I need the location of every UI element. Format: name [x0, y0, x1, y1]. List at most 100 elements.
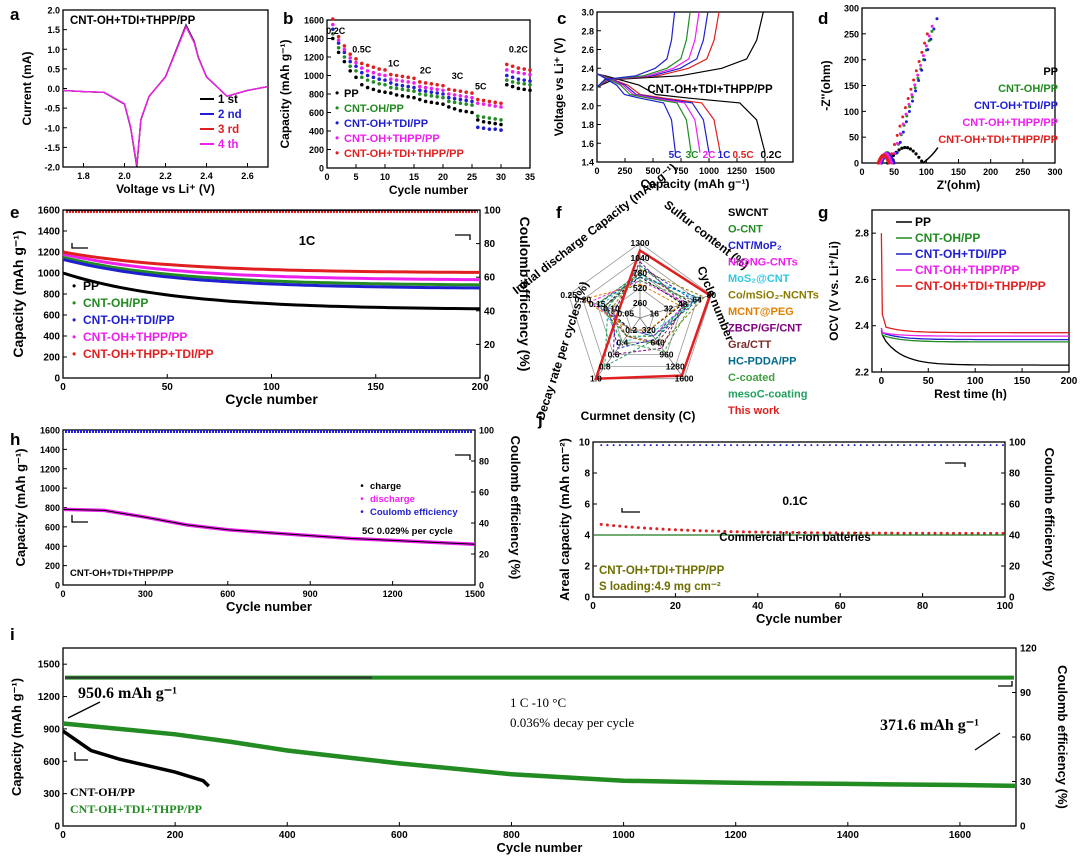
data-point: [371, 87, 376, 92]
legend-entry: CNT-OH+TDI+THPP/PP: [938, 134, 1058, 146]
data-point: [803, 531, 807, 535]
plot-frame: [592, 441, 1006, 598]
data-point: [510, 84, 515, 89]
data-point: [365, 69, 370, 73]
data-point: [331, 27, 335, 32]
data-point: [412, 76, 416, 81]
x-tick-label: 0: [590, 601, 596, 612]
data-point: [383, 82, 387, 87]
y-tick-label: 1000: [38, 269, 61, 280]
nyquist-point: [892, 151, 896, 155]
data-point: [365, 73, 370, 78]
nyquist-point: [914, 69, 918, 73]
annotation-arrow: [974, 732, 1001, 751]
data-point: [377, 67, 382, 71]
radar-tick-label: 1300: [631, 238, 650, 248]
data-point: [331, 36, 335, 41]
data-point: [389, 72, 393, 77]
nyquist-point: [890, 152, 894, 156]
radar-spoke: [639, 317, 685, 379]
data-point: [441, 102, 445, 106]
legend-entry: SWCNT: [728, 207, 769, 219]
legend-entry: CNT-OH+THPP/PP: [962, 117, 1058, 129]
data-point: [394, 82, 399, 87]
data-point: [939, 531, 943, 535]
x-tick-label: 200: [472, 382, 489, 393]
data-point: [400, 74, 405, 79]
x-tick-label: 30: [496, 172, 506, 182]
data-point: [429, 94, 434, 98]
ce-point: [896, 444, 899, 447]
data-point: [487, 99, 492, 104]
panel-a: 1.8 2.0 2.2 2.4 2.6 -2.0 -1.5 -1.0 -0.5 0.0 0.5 1.0…: [10, 5, 269, 196]
data-point: [418, 92, 422, 96]
charge-curve: [596, 11, 676, 88]
radar-series: [604, 264, 688, 368]
data-point: [435, 82, 440, 87]
y-tick-label: 2.4: [581, 64, 594, 74]
data-point: [360, 61, 364, 66]
data-point: [441, 92, 445, 96]
x-tick-label: 1200: [725, 830, 748, 841]
data-point: [360, 82, 364, 87]
y2-axis-label: Coulomb efficiency (%): [1055, 665, 1070, 809]
y-tick-label: 2.0: [581, 101, 594, 111]
data-point: [458, 108, 463, 113]
legend-marker: •: [72, 279, 76, 293]
axis-arrow: [74, 752, 88, 761]
data-point: [493, 104, 498, 108]
data-point: [624, 525, 628, 529]
data-point: [331, 22, 335, 27]
data-point: [481, 102, 486, 106]
y-tick-label: -1.5: [44, 143, 60, 153]
data-point: [383, 68, 387, 72]
nyquist-point: [907, 102, 911, 106]
x-tick-label: 2.6: [241, 171, 254, 181]
rate-label: 0.5C: [732, 150, 753, 161]
x-tick-label: 20: [670, 601, 682, 612]
data-point: [853, 531, 857, 535]
data-point: [447, 87, 451, 92]
capacity-trace: [62, 721, 1017, 789]
legend-entry: PP: [1043, 66, 1058, 78]
y-tick-label: 10: [579, 438, 591, 449]
ce-point: [958, 444, 961, 447]
y-tick-label: 1400: [40, 445, 60, 455]
y-tick-label: 3.0: [581, 8, 594, 18]
data-point: [865, 531, 869, 535]
data-point: [643, 526, 646, 530]
data-point: [840, 531, 844, 535]
ce-point: [791, 444, 794, 447]
legend-entry: O-CNT: [728, 224, 763, 236]
y-tick-label: 1.0: [47, 45, 60, 55]
x-tick-label: 1200: [383, 589, 403, 599]
data-point: [336, 50, 341, 55]
panel-letter: b: [283, 9, 293, 28]
nyquist-point: [935, 17, 939, 21]
legend-entry: C-coated: [728, 372, 775, 384]
ce-point: [785, 444, 788, 447]
panel-letter: g: [818, 203, 828, 222]
sample-label: CNT-OH+TDI+THPP/PP: [599, 565, 725, 577]
data-point: [522, 82, 526, 86]
rate-annotation: 0.1C: [782, 494, 808, 508]
data-point: [400, 83, 405, 88]
data-point: [846, 531, 850, 535]
legend-entry: CNT-OH+THPP+TDI/PP: [83, 347, 214, 361]
y-tick-label: 200: [43, 353, 60, 364]
x-tick-label: 40: [752, 601, 764, 612]
y2-tick-label: 20: [1009, 562, 1021, 573]
discharge-curve: [596, 73, 692, 153]
reference-label: Commercial Li-ion batteries: [719, 532, 870, 544]
data-point: [452, 100, 457, 105]
data-point: [481, 119, 486, 124]
y-tick-label: 300: [43, 789, 60, 800]
rate-label: 0.5C: [352, 44, 372, 54]
data-point: [871, 531, 875, 535]
radar-grid: [611, 287, 669, 343]
data-point: [612, 524, 616, 528]
data-point: [348, 69, 353, 73]
panel-title: CNT-OH+TDI+THPP/PP: [70, 15, 196, 27]
nyquist-point: [895, 133, 899, 137]
data-point: [423, 89, 428, 94]
